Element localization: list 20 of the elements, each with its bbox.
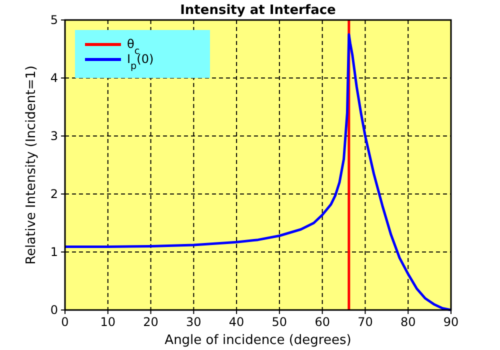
line-series [64, 33, 452, 312]
y-axis-title: Relative Intensity (Incident=1) [24, 66, 39, 264]
x-tick-label: 90 [443, 315, 459, 329]
y-tick-label: 1 [50, 245, 58, 259]
x-tick-label: 40 [228, 315, 244, 329]
x-tick-label: 80 [400, 315, 416, 329]
x-tick-label: 30 [186, 315, 202, 329]
x-tick-label: 50 [272, 315, 288, 329]
x-tick-label: 70 [358, 315, 373, 329]
x-tick-label: 10 [100, 315, 116, 329]
y-tick-label: 4 [50, 71, 58, 85]
chart-title: Intensity at Interface [180, 3, 336, 18]
x-tick-label: 60 [314, 315, 330, 329]
y-tick-label: 2 [50, 187, 58, 201]
y-tick-label: 0 [50, 303, 58, 317]
y-tick-label: 5 [50, 13, 58, 27]
y-tick-label: 3 [50, 129, 58, 143]
x-axis-title: Angle of incidence (degrees) [164, 333, 352, 348]
x-tick-label: 20 [143, 315, 158, 329]
x-tick-label: 0 [61, 315, 69, 329]
